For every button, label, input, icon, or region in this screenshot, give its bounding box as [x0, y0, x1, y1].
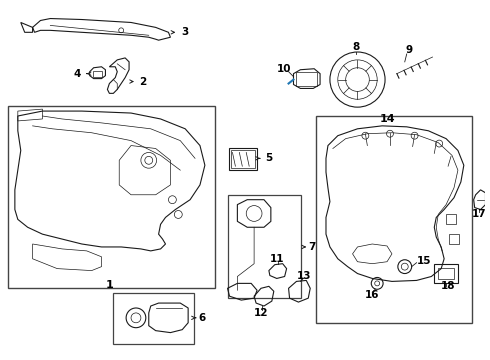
- Text: 6: 6: [198, 313, 205, 323]
- Text: 1: 1: [105, 280, 113, 291]
- Text: 4: 4: [74, 69, 81, 79]
- Bar: [8, 106, 215, 288]
- Text: 17: 17: [472, 210, 487, 220]
- Text: 14: 14: [379, 114, 395, 124]
- Bar: [438, 267, 454, 279]
- Text: 5: 5: [265, 153, 272, 163]
- Bar: [231, 150, 255, 168]
- Text: 13: 13: [297, 271, 312, 282]
- Text: 10: 10: [276, 64, 291, 74]
- Bar: [113, 293, 194, 345]
- Text: 11: 11: [270, 254, 284, 264]
- Text: 3: 3: [181, 27, 189, 37]
- Text: 7: 7: [308, 242, 316, 252]
- Bar: [227, 195, 301, 298]
- Text: 8: 8: [352, 42, 359, 52]
- Text: 2: 2: [139, 77, 146, 86]
- Bar: [316, 116, 472, 323]
- Text: 16: 16: [365, 290, 380, 300]
- Text: 15: 15: [416, 256, 431, 266]
- Text: 18: 18: [441, 281, 455, 291]
- Text: 9: 9: [405, 45, 412, 55]
- Bar: [434, 264, 458, 283]
- Bar: [229, 148, 257, 170]
- Text: 12: 12: [254, 308, 268, 318]
